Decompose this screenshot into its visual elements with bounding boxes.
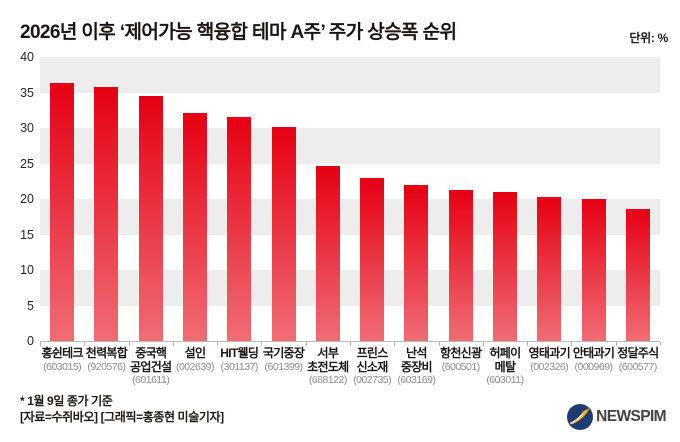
y-axis-label: 10 <box>20 263 34 277</box>
category-name: 국기중장 <box>262 346 305 360</box>
x-axis-labels: 홍쉰테크 (603015) 천력복합 (920576) 중국핵 공업건설 (601611) 설… <box>40 346 660 388</box>
axis-tick <box>527 342 529 346</box>
category-name: 홍쉰테크 <box>41 346 83 360</box>
category-label: 홍쉰테크 (603015) <box>40 346 84 388</box>
category-name: 공업건설 <box>130 359 172 374</box>
axis-tick <box>40 342 41 346</box>
bar <box>94 86 119 341</box>
stock-code: (603169) <box>397 374 436 386</box>
category-name: HIT웰딩 <box>220 346 259 360</box>
stock-code: (301137) <box>220 360 259 373</box>
y-axis-label: 35 <box>20 85 34 100</box>
page-title: 2026년 이후 ‘제어가능 핵융합 테마 A주’ 주가 상승폭 순위 <box>20 22 457 43</box>
y-axis-label: 40 <box>20 50 34 64</box>
category-name: 난석 <box>406 346 427 360</box>
category-name: 초전도체 <box>307 359 349 374</box>
y-axis-label: 25 <box>20 156 34 171</box>
stock-code: (603015) <box>43 360 82 373</box>
axis-tick <box>261 342 263 346</box>
grid-band <box>40 57 660 93</box>
stock-code: (002735) <box>353 374 392 386</box>
bar <box>50 83 75 341</box>
axis-tick <box>350 342 351 346</box>
newspim-logo-icon <box>567 404 594 430</box>
category-name: 영태과기 <box>528 346 571 360</box>
category-name: 중국핵 <box>135 346 167 360</box>
category-label: 영태과기 (002326) <box>527 346 571 388</box>
axis-tick <box>571 342 573 346</box>
bar <box>581 199 606 341</box>
stock-code: (601611) <box>132 374 170 386</box>
category-label: 난석 중장비 (603169) <box>394 346 438 388</box>
axis-tick <box>615 342 617 346</box>
bar <box>360 177 385 341</box>
axis-tick <box>305 342 307 346</box>
category-name: 정달주식 <box>617 346 659 360</box>
stock-code: (600501) <box>441 360 481 373</box>
footnote-basis: * 1월 9일 종가 기준 <box>20 394 113 408</box>
category-name: 중장비 <box>400 359 433 374</box>
newspim-logo-text: NEWSPIM <box>596 408 666 425</box>
bar <box>138 96 163 341</box>
category-label: HIT웰딩 (301137) <box>217 346 261 388</box>
bar <box>183 113 207 341</box>
stock-code: (002639) <box>175 360 215 373</box>
category-name: 메탈 <box>494 359 516 374</box>
axis-tick <box>172 342 174 346</box>
category-label: 국기중장 (601399) <box>261 346 305 388</box>
category-label: 정달주식 (600577) <box>616 346 660 388</box>
axis-tick <box>438 342 440 346</box>
category-label: 서부 초전도체 (688122) <box>306 346 350 388</box>
y-axis-label: 20 <box>20 192 34 206</box>
category-label: 설인 (002639) <box>173 346 217 388</box>
category-name: 안태과기 <box>572 346 615 360</box>
unit-label: 단위: % <box>629 31 668 45</box>
axis-tick <box>482 342 484 346</box>
category-label: 천력복합 (920576) <box>84 346 128 388</box>
bar <box>227 116 252 341</box>
bar <box>271 127 296 341</box>
category-name: 프린스 <box>356 346 389 360</box>
newspim-logo: NEWSPIM <box>567 404 667 430</box>
category-label: 허페이 메탈 (603011) <box>483 346 527 388</box>
y-axis-label: 30 <box>20 121 34 135</box>
category-name: 천력복합 <box>85 346 128 360</box>
bar-series <box>40 57 660 341</box>
stock-code: (603011) <box>486 374 524 386</box>
bar <box>625 208 650 341</box>
category-label: 안태과기 (000969) <box>571 346 615 388</box>
bar <box>493 191 517 341</box>
bar <box>537 196 562 341</box>
category-label: 중국핵 공업건설 (601611) <box>129 346 173 388</box>
y-axis-label: 0 <box>27 334 34 348</box>
axis-tick <box>84 342 86 346</box>
footnote-source: [자료=수쥐바오] [그래픽=홍종현 미술기자] <box>20 410 224 424</box>
axis-tick <box>217 342 219 346</box>
axis-tick <box>660 342 661 346</box>
y-axis-label: 15 <box>20 227 34 242</box>
category-label: 프린스 신소재 (002735) <box>350 346 394 388</box>
bar <box>315 166 340 341</box>
category-name: 허페이 <box>489 346 521 360</box>
axis-tick <box>128 342 130 346</box>
category-name: 항천신광 <box>439 346 482 360</box>
stock-code: (601399) <box>264 360 304 373</box>
axis-tick <box>394 342 396 346</box>
stock-code: (600577) <box>618 360 658 373</box>
bar <box>448 189 473 341</box>
category-name: 설인 <box>184 346 206 360</box>
category-label: 항천신광 (600501) <box>439 346 483 388</box>
bar <box>404 184 429 341</box>
category-name: 서부 <box>317 346 339 360</box>
category-name: 신소재 <box>356 359 389 374</box>
x-axis-baseline <box>40 341 660 342</box>
stock-code: (002326) <box>530 360 569 373</box>
y-axis-label: 5 <box>27 298 34 313</box>
stock-code: (000969) <box>574 360 614 373</box>
stock-code: (688122) <box>308 374 348 386</box>
stock-code: (920576) <box>87 360 126 373</box>
